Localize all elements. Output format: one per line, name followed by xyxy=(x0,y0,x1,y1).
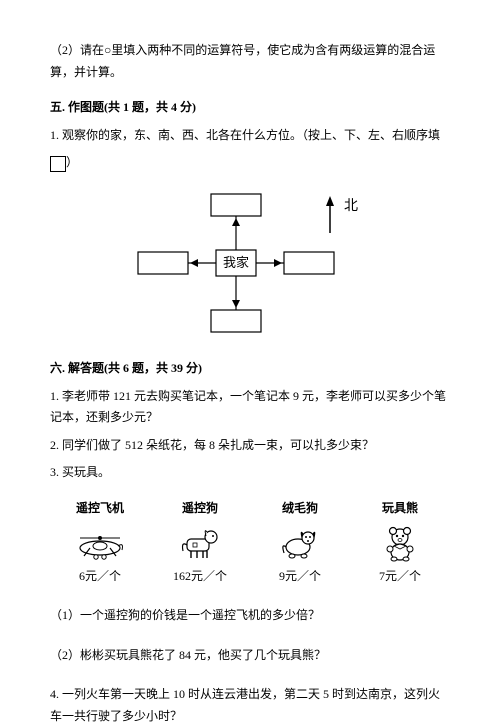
section-5-title: 五. 作图题(共 1 题，共 4 分) xyxy=(50,97,450,119)
toy-robot-dog-icon xyxy=(150,524,250,564)
toy-price: 9元／个 xyxy=(250,566,350,588)
answer-box-icon xyxy=(50,156,66,172)
section-6-q1: 1. 李老师带 121 元去购买笔记本，一个笔记本 9 元，李老师可以买多少个笔… xyxy=(50,386,450,429)
section-5-q1-box-line: ） xyxy=(50,152,450,174)
toy-name: 遥控狗 xyxy=(150,498,250,520)
north-label: 北 xyxy=(344,198,358,214)
close-paren: ） xyxy=(66,155,78,169)
compass-diagram: 我家 北 xyxy=(50,188,450,338)
toy-item: 绒毛狗 9元／个 xyxy=(250,498,350,587)
toy-item: 遥控飞机 6元／个 xyxy=(50,498,150,587)
section-6-q3-1: （1）一个遥控狗的价钱是一个遥控飞机的多少倍？ xyxy=(50,605,450,627)
toy-name: 玩具熊 xyxy=(350,498,450,520)
toy-plane-icon xyxy=(50,524,150,564)
section-6-q2: 2. 同学们做了 512 朵纸花，每 8 朵扎成一束，可以扎多少束？ xyxy=(50,435,450,457)
section-6-title: 六. 解答题(共 6 题，共 39 分) xyxy=(50,358,450,380)
toy-item: 遥控狗 162元／个 xyxy=(150,498,250,587)
question-2-intro: （2）请在○里填入两种不同的运算符号，使它成为含有两级运算的混合运算，并计算。 xyxy=(50,40,450,83)
toy-row: 遥控飞机 6元／个 遥控狗 xyxy=(50,498,450,587)
toy-name: 遥控飞机 xyxy=(50,498,150,520)
section-6-q3: 3. 买玩具。 xyxy=(50,462,450,484)
toy-bear-icon xyxy=(350,524,450,564)
toy-price: 6元／个 xyxy=(50,566,150,588)
section-6-q3-2: （2）彬彬买玩具熊花了 84 元，他买了几个玩具熊？ xyxy=(50,645,450,667)
center-label: 我家 xyxy=(223,255,249,270)
section-5-q1: 1. 观察你的家，东、南、西、北各在什么方位。（按上、下、左、右顺序填 xyxy=(50,125,450,147)
section-6-q4: 4. 一列火车第一天晚上 10 时从连云港出发，第二天 5 时到达南京，这列火车… xyxy=(50,684,450,727)
toy-name: 绒毛狗 xyxy=(250,498,350,520)
toy-item: 玩具熊 7元／个 xyxy=(350,498,450,587)
toy-price: 7元／个 xyxy=(350,566,450,588)
compass-svg: 我家 北 xyxy=(130,188,370,338)
toy-price: 162元／个 xyxy=(150,566,250,588)
toy-plush-dog-icon xyxy=(250,524,350,564)
